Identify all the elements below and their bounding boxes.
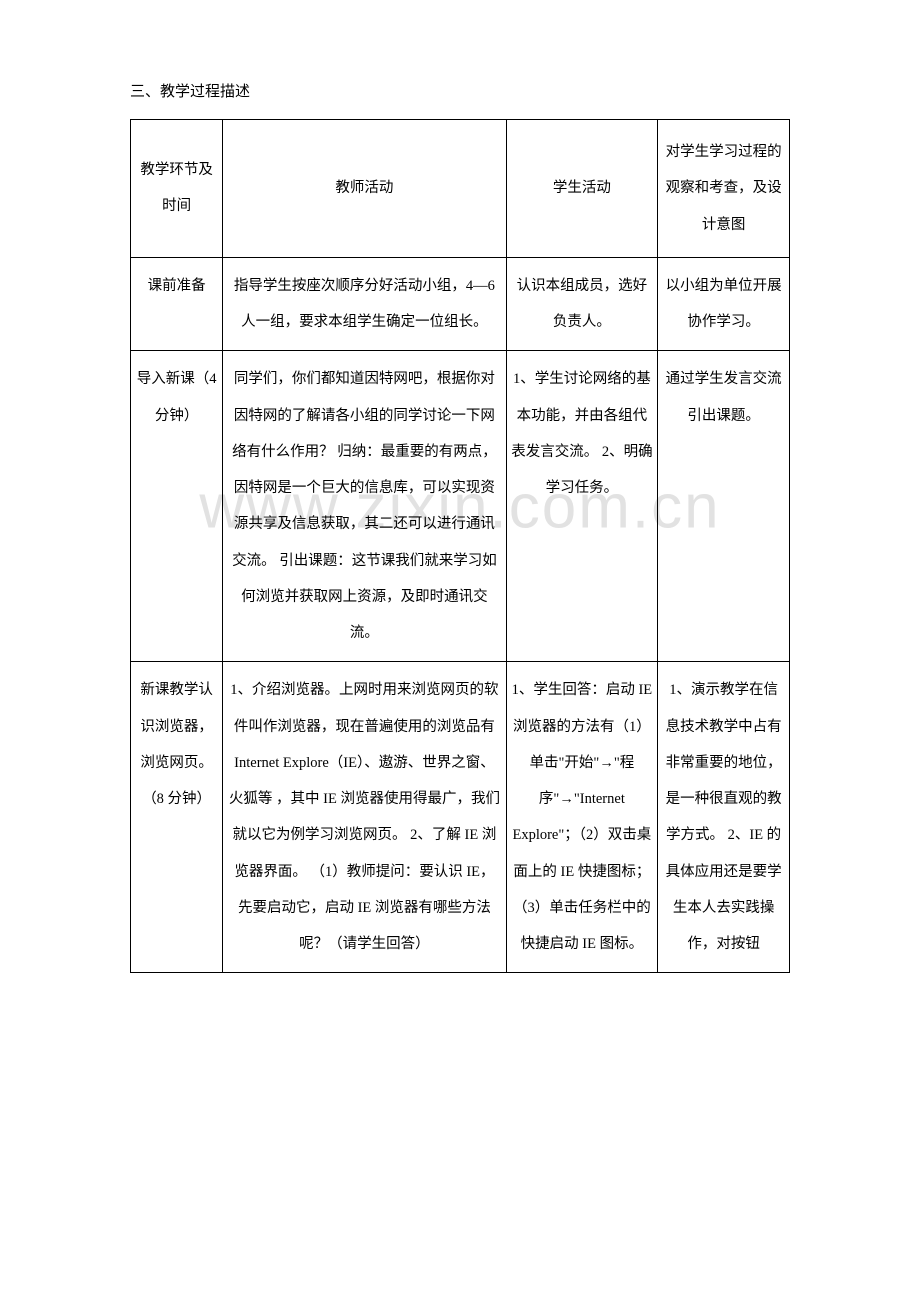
cell-observe: 1、演示教学在信息技术教学中占有非常重要的地位，是一种很直观的教学方式。 2、I… xyxy=(658,662,790,973)
cell-stage: 课前准备 xyxy=(131,257,223,351)
col-header-stage: 教学环节及时间 xyxy=(131,120,223,258)
cell-teacher: 指导学生按座次顺序分好活动小组，4—6 人一组，要求本组学生确定一位组长。 xyxy=(223,257,506,351)
table-row: 课前准备 指导学生按座次顺序分好活动小组，4—6 人一组，要求本组学生确定一位组… xyxy=(131,257,790,351)
cell-observe: 以小组为单位开展协作学习。 xyxy=(658,257,790,351)
cell-observe: 通过学生发言交流引出课题。 xyxy=(658,351,790,662)
table-header-row: 教学环节及时间 教师活动 学生活动 对学生学习过程的观察和考查，及设计意图 xyxy=(131,120,790,258)
cell-student: 1、学生回答：启动 IE 浏览器的方法有（1）单击"开始"→"程序"→"Inte… xyxy=(506,662,658,973)
col-header-teacher: 教师活动 xyxy=(223,120,506,258)
cell-stage: 新课教学认识浏览器，浏览网页。（8 分钟） xyxy=(131,662,223,973)
cell-student: 认识本组成员，选好负责人。 xyxy=(506,257,658,351)
section-heading: 三、教学过程描述 xyxy=(130,80,790,101)
cell-teacher: 同学们，你们都知道因特网吧，根据你对因特网的了解请各小组的同学讨论一下网络有什么… xyxy=(223,351,506,662)
cell-stage: 导入新课（4 分钟） xyxy=(131,351,223,662)
lesson-process-table: 教学环节及时间 教师活动 学生活动 对学生学习过程的观察和考查，及设计意图 课前… xyxy=(130,119,790,973)
cell-teacher: 1、介绍浏览器。上网时用来浏览网页的软件叫作浏览器，现在普遍使用的浏览品有 In… xyxy=(223,662,506,973)
table-row: 导入新课（4 分钟） 同学们，你们都知道因特网吧，根据你对因特网的了解请各小组的… xyxy=(131,351,790,662)
cell-student: 1、学生讨论网络的基本功能，并由各组代表发言交流。 2、明确学习任务。 xyxy=(506,351,658,662)
table-row: 新课教学认识浏览器，浏览网页。（8 分钟） 1、介绍浏览器。上网时用来浏览网页的… xyxy=(131,662,790,973)
col-header-observe: 对学生学习过程的观察和考查，及设计意图 xyxy=(658,120,790,258)
col-header-student: 学生活动 xyxy=(506,120,658,258)
